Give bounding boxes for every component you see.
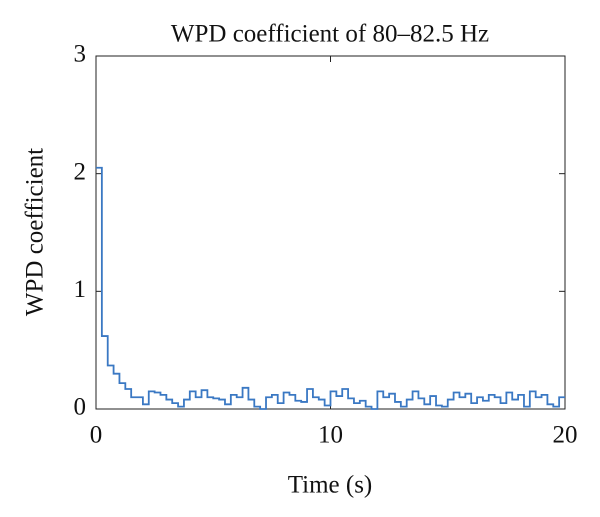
step-line: [96, 166, 565, 410]
y-axis-label: WPD coefficient: [22, 148, 49, 316]
y-tick-label: 1: [74, 276, 87, 303]
y-tick-label: 0: [74, 394, 87, 421]
chart-title: WPD coefficient of 80–82.5 Hz: [171, 21, 489, 48]
y-tick-label: 3: [74, 41, 87, 68]
x-tick-label: 10: [318, 422, 343, 449]
plot-frame: [95, 55, 566, 410]
x-tick-label: 0: [90, 422, 103, 449]
x-axis-label: Time (s): [288, 472, 373, 499]
x-tick-label: 20: [553, 422, 578, 449]
y-tick-label: 2: [74, 158, 87, 185]
